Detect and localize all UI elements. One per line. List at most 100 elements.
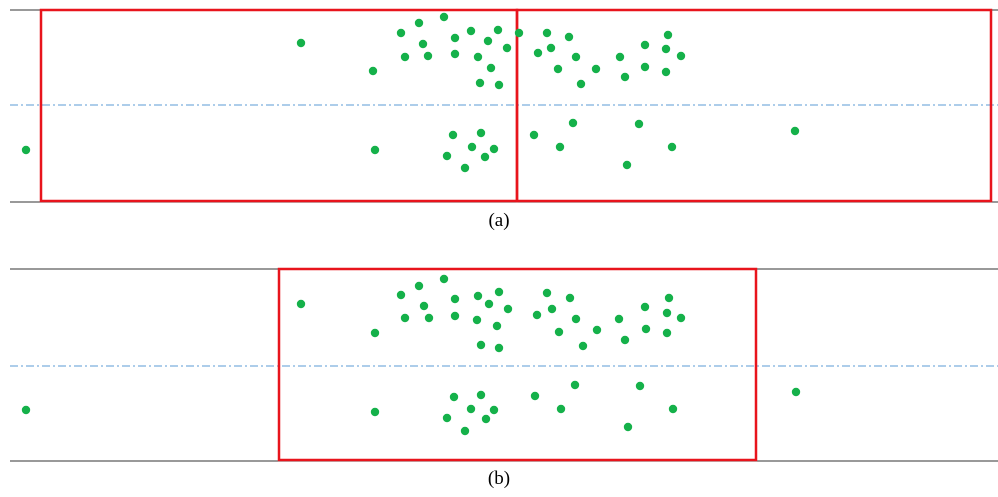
vehicle-point	[370, 328, 380, 338]
vehicle-point	[503, 304, 513, 314]
vehicle-point	[414, 18, 424, 28]
vehicle-point	[568, 118, 578, 128]
vehicle-point	[565, 293, 575, 303]
vehicle-point	[467, 142, 477, 152]
panel-a-right-box	[515, 8, 993, 203]
vehicle-point	[476, 390, 486, 400]
vehicle-point	[623, 422, 633, 432]
panel-b-box	[277, 267, 758, 462]
vehicle-point	[529, 130, 539, 140]
vehicle-point	[662, 328, 672, 338]
vehicle-point	[494, 287, 504, 297]
vehicle-point	[450, 49, 460, 59]
vehicle-point	[439, 274, 449, 284]
vehicle-point	[556, 404, 566, 414]
vehicle-point	[450, 294, 460, 304]
vehicle-point	[473, 52, 483, 62]
panel-b	[10, 267, 998, 462]
vehicle-point	[661, 67, 671, 77]
vehicle-point	[493, 25, 503, 35]
vehicle-point	[450, 33, 460, 43]
panel-a-points	[21, 12, 800, 173]
vehicle-point	[578, 341, 588, 351]
panel-a	[10, 8, 998, 203]
vehicle-point	[571, 52, 581, 62]
vehicle-point	[296, 38, 306, 48]
vehicle-point	[620, 335, 630, 345]
vehicle-point	[542, 288, 552, 298]
vehicle-point	[546, 43, 556, 53]
vehicle-point	[640, 302, 650, 312]
vehicle-point	[481, 414, 491, 424]
vehicle-point	[620, 72, 630, 82]
vehicle-point	[494, 80, 504, 90]
vehicle-point	[424, 313, 434, 323]
vehicle-point	[662, 308, 672, 318]
vehicle-point	[667, 142, 677, 152]
vehicle-point	[676, 51, 686, 61]
vehicle-point	[370, 145, 380, 155]
vehicle-point	[622, 160, 632, 170]
vehicle-point	[450, 311, 460, 321]
vehicle-point	[547, 304, 557, 314]
vehicle-point	[442, 413, 452, 423]
vehicle-point	[591, 64, 601, 74]
vehicle-point	[634, 119, 644, 129]
vehicle-point	[439, 12, 449, 22]
vehicle-point	[396, 290, 406, 300]
vehicle-point	[492, 321, 502, 331]
vehicle-point	[486, 63, 496, 73]
vehicle-point	[21, 145, 31, 155]
vehicle-point	[614, 314, 624, 324]
vehicle-point	[571, 314, 581, 324]
vehicle-point	[532, 310, 542, 320]
vehicle-point	[396, 28, 406, 38]
vehicle-point	[592, 325, 602, 335]
vehicle-point	[530, 391, 540, 401]
vehicle-point	[449, 392, 459, 402]
vehicle-point	[472, 315, 482, 325]
vehicle-point	[514, 28, 524, 38]
panel-b-points	[21, 274, 801, 436]
vehicle-point	[466, 26, 476, 36]
vehicle-point	[475, 78, 485, 88]
vehicle-point	[615, 52, 625, 62]
vehicle-point	[400, 313, 410, 323]
vehicle-point	[442, 151, 452, 161]
vehicle-point	[21, 405, 31, 415]
vehicle-point	[494, 343, 504, 353]
vehicle-point	[676, 313, 686, 323]
vehicle-point	[414, 281, 424, 291]
panel-a-caption: (a)	[488, 210, 510, 231]
vehicle-point	[790, 126, 800, 136]
vehicle-point	[533, 48, 543, 58]
vehicle-point	[476, 128, 486, 138]
vehicle-point	[483, 36, 493, 46]
vehicle-point	[476, 340, 486, 350]
vehicle-point	[661, 44, 671, 54]
vehicle-point	[641, 324, 651, 334]
vehicle-point	[542, 28, 552, 38]
vehicle-point	[489, 144, 499, 154]
vehicle-point	[484, 299, 494, 309]
vehicle-point	[370, 407, 380, 417]
vehicle-point	[502, 43, 512, 53]
vehicle-point	[296, 299, 306, 309]
vehicle-point	[460, 426, 470, 436]
vehicle-point	[419, 301, 429, 311]
vehicle-point	[635, 381, 645, 391]
vehicle-point	[663, 30, 673, 40]
vehicle-point	[554, 327, 564, 337]
vehicle-point	[400, 52, 410, 62]
vehicle-point	[480, 152, 490, 162]
vehicle-point	[460, 163, 470, 173]
vehicle-point	[640, 62, 650, 72]
vehicle-point	[640, 40, 650, 50]
vehicle-point	[553, 64, 563, 74]
vehicle-point	[368, 66, 378, 76]
vehicle-point	[555, 142, 565, 152]
vehicle-point	[473, 291, 483, 301]
vehicle-point	[791, 387, 801, 397]
vehicle-point	[448, 130, 458, 140]
